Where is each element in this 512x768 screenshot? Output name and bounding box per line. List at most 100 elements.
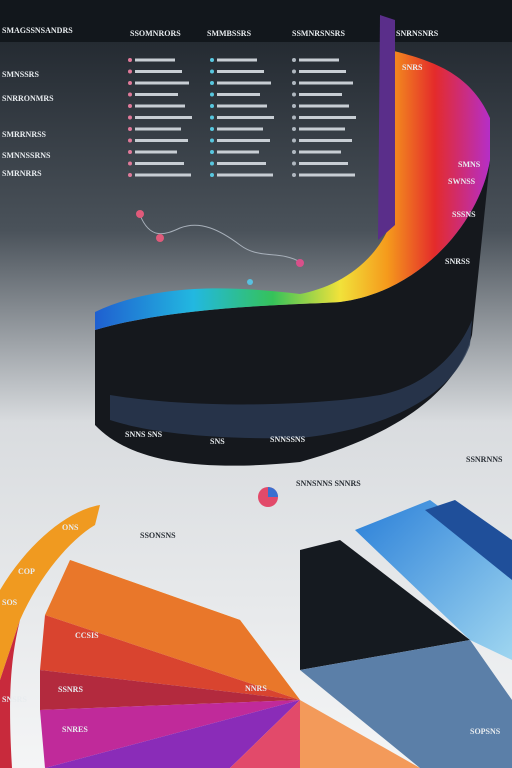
header-bar: [0, 0, 512, 42]
list-bullet: [128, 115, 132, 120]
left-label: SMRNRRS: [2, 169, 42, 178]
band-edge: [378, 15, 395, 240]
list-bullet: [128, 92, 132, 97]
list-row: [217, 58, 257, 62]
list-bullet: [210, 173, 214, 177]
list-bullet: [292, 127, 296, 131]
band-stripe: [110, 320, 472, 439]
bottom-label: CCSIS: [75, 631, 99, 640]
list-row: [217, 70, 264, 73]
list-row: [135, 127, 181, 131]
blue-slice: [300, 640, 512, 768]
list-bullet: [292, 138, 296, 143]
left-labels: SMNSSRS SNRRONMRS SMRRNRSS SMNNSSRNS SMR…: [2, 70, 54, 178]
mini-pie-slice: [268, 487, 278, 497]
list-bullet: [128, 81, 132, 85]
list-bullet: [128, 161, 132, 166]
ring-labels: SNRS SMNS SWNSS SSSNS SNRSS: [402, 63, 481, 266]
band-side: [95, 160, 490, 466]
callout: SSNRNNS: [466, 455, 503, 464]
arc-band: [0, 620, 20, 768]
column-title: SNRNSNRS: [396, 29, 439, 38]
list-row: [135, 173, 191, 177]
list-bullet: [210, 92, 214, 97]
list-bullet: [292, 161, 296, 166]
list-row: [135, 70, 182, 73]
list-bullet: [292, 173, 296, 177]
ring-label: SWNSS: [448, 177, 476, 186]
fan-slice: [40, 700, 300, 768]
ring-label: SSSNS: [452, 210, 476, 219]
bottom-label: SOS: [2, 598, 18, 607]
column-title: SMAGSSNSANDRS: [2, 26, 73, 35]
fan-slice: [40, 615, 300, 700]
list-row: [217, 116, 274, 119]
column-title: SSMNRSNSRS: [292, 29, 345, 38]
list-row: [217, 150, 259, 154]
list-row: [217, 104, 267, 108]
list-row: [299, 173, 355, 177]
list-bullet: [128, 58, 132, 62]
list-row: [135, 139, 188, 142]
bottom-label: NNRS: [245, 684, 267, 693]
left-label: SMNNSSRNS: [2, 151, 51, 160]
list-bullet: [128, 138, 132, 143]
list-row: [135, 116, 192, 119]
fan-slice: [40, 670, 300, 710]
list-bullet: [292, 115, 296, 120]
list-bullet: [292, 150, 296, 154]
list-row: [299, 116, 356, 119]
band-labels: SNNS SNS SNS SNNSSNS: [125, 430, 306, 446]
list-bullet: [210, 104, 214, 108]
bottom-label: COP: [18, 567, 35, 576]
list-bullet: [128, 104, 132, 108]
bottom-label: SOPSNS: [470, 727, 501, 736]
ring-label: SNRSS: [445, 257, 470, 266]
ring-label: SNRS: [402, 63, 423, 72]
left-label: SMNSSRS: [2, 70, 39, 79]
arc-band: [0, 505, 100, 680]
column-title: SMMBSSRS: [207, 29, 252, 38]
fan-slice: [300, 700, 420, 768]
list-bullet: [292, 104, 296, 108]
list-bullet: [210, 161, 214, 166]
trend-line: [139, 214, 301, 263]
list-row: [217, 127, 263, 131]
list-bullet: [210, 150, 214, 154]
callouts: SNNSNNS SNNRS SSONSNS SSNRNNS: [140, 455, 503, 540]
list-row: [135, 150, 177, 154]
list-bullet: [128, 173, 132, 177]
list-row: [299, 70, 346, 73]
list-row: [299, 127, 345, 131]
fan-slice: [45, 700, 300, 768]
fan-slice: [230, 700, 300, 768]
list-rows: [128, 58, 356, 177]
list-row: [299, 150, 341, 154]
marker: [156, 234, 164, 242]
list-row: [299, 162, 348, 165]
list-bullet: [292, 69, 296, 74]
header: SMAGSSNSANDRS SSOMNRORS SMMBSSRS SSMNRSN…: [2, 26, 439, 38]
blue-block: [425, 500, 512, 580]
fan-slice: [45, 560, 300, 700]
list-row: [299, 139, 352, 142]
band-label: SNS: [210, 437, 225, 446]
list-bullet: [210, 69, 214, 74]
list-bullet: [210, 81, 214, 85]
left-label: SMRRNRSS: [2, 130, 47, 139]
list-bullet: [292, 92, 296, 97]
list-row: [217, 173, 273, 177]
column-title: SSOMNRORS: [130, 29, 181, 38]
bottom-label: SNSRS: [2, 695, 27, 704]
list-row: [217, 162, 266, 165]
list-bullet: [128, 69, 132, 74]
list-bullet: [128, 150, 132, 154]
list-bullet: [292, 58, 296, 62]
bottom-label: SNRES: [62, 725, 88, 734]
list-bullet: [210, 58, 214, 62]
list-bullet: [210, 115, 214, 120]
list-row: [135, 93, 178, 96]
marker: [247, 279, 253, 285]
bottom-labels: ONS COP SOS CCSIS SSNRS SNSRS SNRES NNRS…: [2, 523, 501, 736]
